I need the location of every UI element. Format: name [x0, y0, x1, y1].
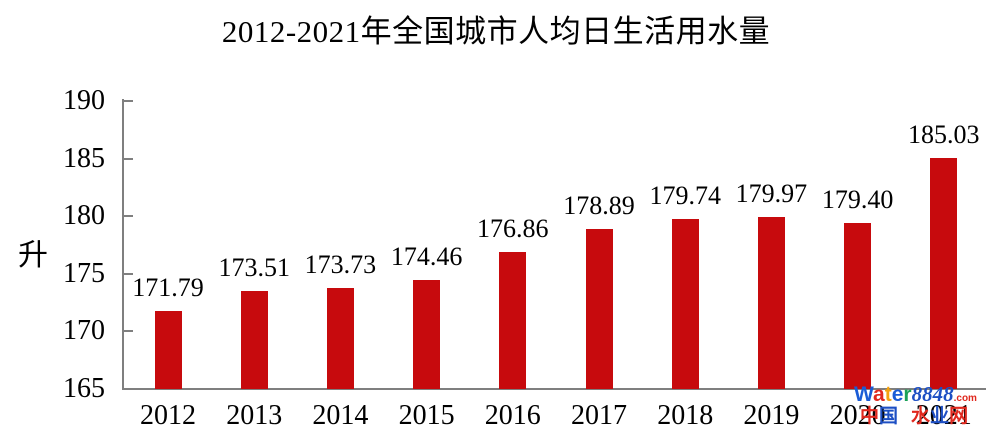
x-tick-label: 2017: [571, 400, 627, 431]
y-tick-mark: [124, 330, 133, 333]
watermark-tagline: 中国 水业网: [860, 407, 990, 426]
bar-2016: [499, 252, 527, 389]
watermark-tagline-char: 水: [911, 406, 931, 427]
y-tick-mark: [124, 157, 133, 160]
bar-value-label: 174.46: [390, 242, 463, 272]
bar-2014: [326, 288, 354, 389]
watermark-tagline-char: 业: [930, 406, 950, 427]
x-axis-line: [122, 388, 986, 390]
bar-value-label: 178.89: [563, 190, 635, 220]
bar-2015: [413, 280, 441, 389]
bar-value-label: 179.74: [649, 181, 721, 211]
x-tick-label: 2018: [657, 400, 714, 431]
bar-2019: [757, 216, 785, 389]
bar-value-label: 171.79: [132, 272, 204, 302]
y-tick-label: 165: [63, 373, 105, 404]
x-tick-label: 2020: [829, 400, 886, 431]
bar-value-label: 176.86: [477, 214, 549, 244]
y-tick-label: 170: [63, 315, 105, 347]
x-tick-label: 2013: [226, 400, 283, 431]
watermark-letter: r: [903, 383, 912, 406]
y-tick-label: 190: [63, 85, 105, 116]
bar-value-label: 179.97: [735, 178, 808, 208]
bar-value-label: 173.73: [304, 250, 377, 280]
bar-2020: [844, 223, 872, 389]
bar-value-label: 179.40: [821, 185, 894, 215]
y-tick-label: 175: [63, 257, 105, 289]
x-tick-label: 2019: [743, 400, 800, 431]
x-tick-label: 2014: [312, 400, 369, 431]
watermark-letter: e: [891, 383, 904, 406]
x-tick-label: 2016: [484, 400, 541, 431]
watermark-tagline-char: 中: [860, 406, 880, 427]
y-axis-title: 升: [18, 239, 48, 272]
x-tick-label: 2012: [140, 400, 196, 431]
watermark-tagline-char: 国: [879, 406, 899, 427]
y-tick-label: 185: [63, 142, 105, 174]
chart-title: 2012-2021年全国城市人均日生活用水量: [221, 14, 771, 49]
y-tick-label: 180: [63, 200, 105, 232]
y-tick-mark: [124, 215, 133, 218]
bar-2017: [585, 228, 613, 389]
watermark-letter: a: [873, 383, 885, 406]
bar-value-label: 173.51: [218, 252, 290, 282]
y-tick-mark: [124, 100, 133, 102]
bar-2013: [240, 290, 268, 389]
watermark-letter: W: [854, 383, 874, 406]
y-axis-line: [122, 99, 124, 390]
y-tick-mark: [124, 272, 133, 275]
watermark-tagline-char: 网: [949, 406, 969, 427]
bar-value-label: 185.03: [908, 120, 980, 150]
x-tick-label: 2021: [915, 400, 972, 431]
bar-2012: [154, 310, 182, 389]
watermark: Water8848.com 中国 水业网: [854, 382, 990, 427]
bar-2021: [930, 158, 958, 389]
bar-2018: [671, 219, 699, 389]
x-tick-label: 2015: [398, 400, 455, 431]
watermark-brand: Water8848.com: [854, 382, 977, 406]
watermark-letter: t: [884, 383, 892, 406]
